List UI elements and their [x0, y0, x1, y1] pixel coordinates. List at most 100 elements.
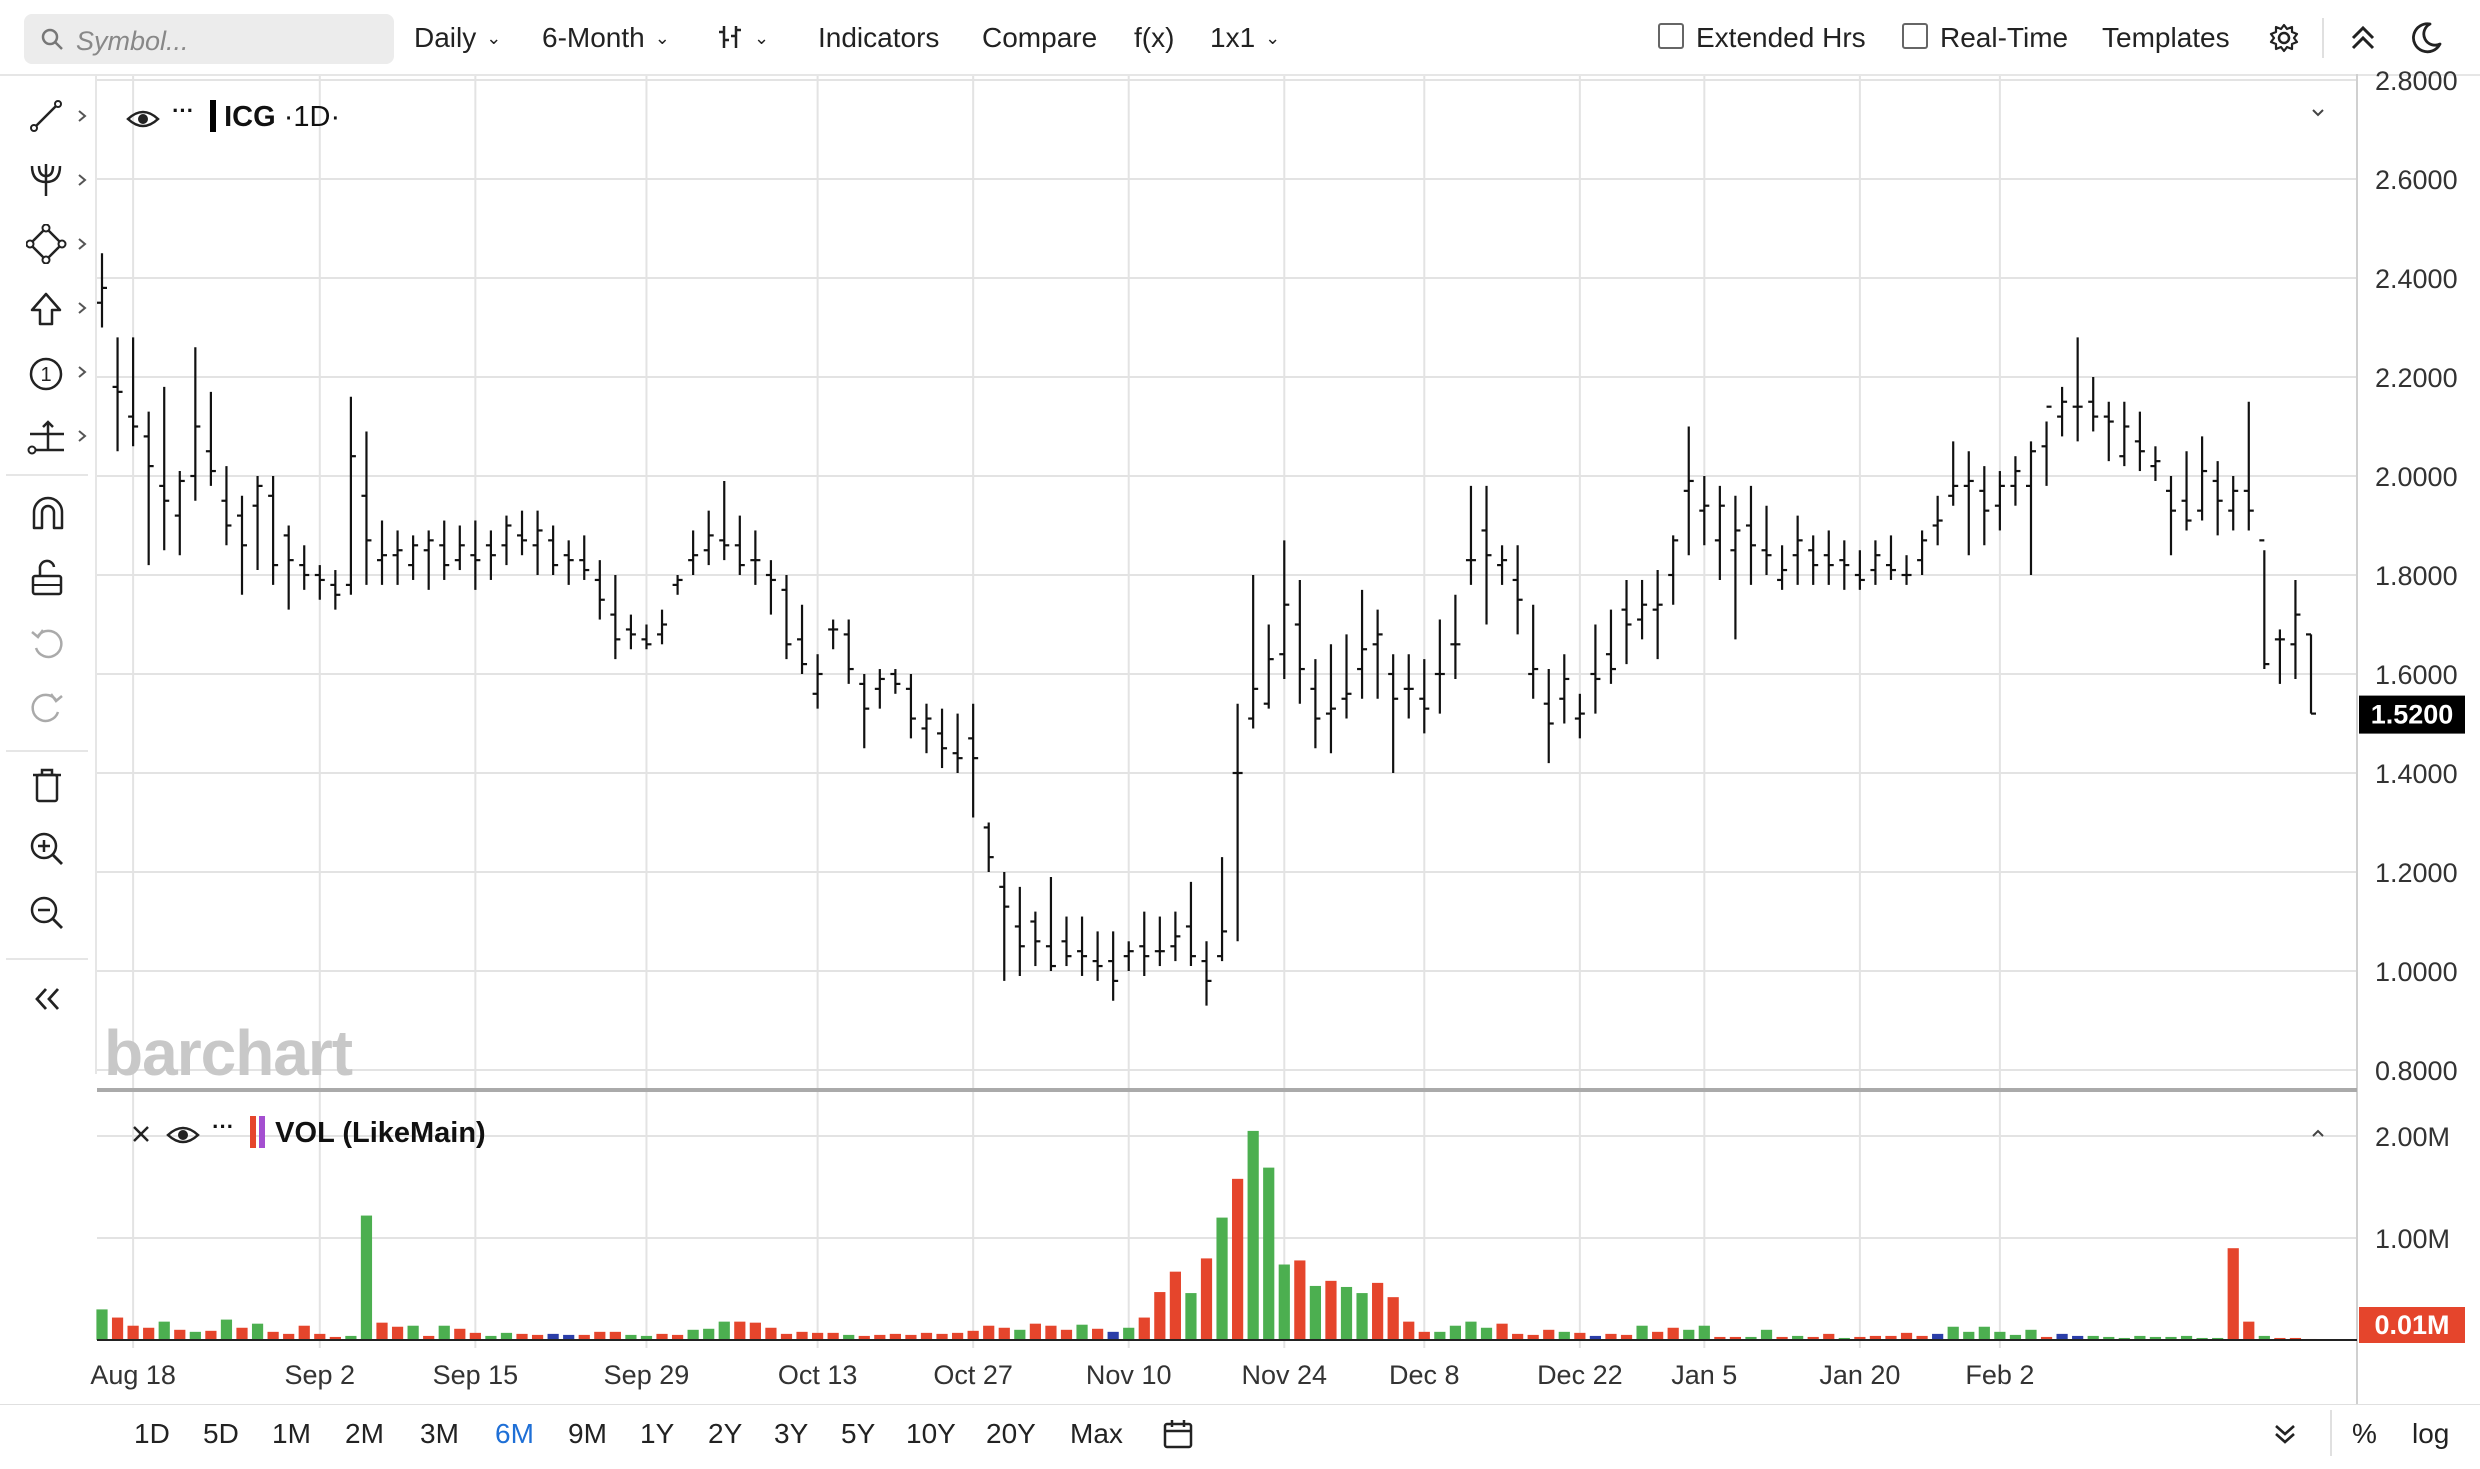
layout-dropdown[interactable]: 1x1 ⌄: [1210, 22, 1280, 54]
legend-menu-icon[interactable]: ···: [172, 98, 195, 123]
chevron-right-icon[interactable]: [76, 108, 88, 124]
range-button-2y[interactable]: 2Y: [708, 1418, 743, 1449]
real-time-label[interactable]: Real-Time: [1940, 22, 2069, 53]
volume-bar: [2180, 1335, 2193, 1340]
range-button-1d[interactable]: 1D: [134, 1418, 170, 1449]
interval-dropdown[interactable]: Daily ⌄: [414, 22, 501, 54]
price-tick-label: 0.8000: [2375, 1056, 2458, 1086]
log-scale-button[interactable]: log: [2412, 1418, 2450, 1449]
range-button-10y[interactable]: 10Y: [906, 1418, 956, 1449]
ohlc-bar: [2181, 451, 2192, 531]
ohlc-bar: [750, 530, 761, 585]
range-button-1y[interactable]: 1Y: [640, 1418, 675, 1449]
indicators-button[interactable]: Indicators: [818, 22, 940, 53]
ohlc-bar: [1372, 609, 1383, 699]
volume-bar: [1714, 1336, 1726, 1340]
extended-hrs-label[interactable]: Extended Hrs: [1696, 22, 1866, 53]
time-tick-label: Sep 2: [285, 1360, 356, 1390]
volume-bar: [1076, 1324, 1088, 1340]
eye-icon[interactable]: [166, 1124, 200, 1146]
range-button-5y[interactable]: 5Y: [841, 1418, 876, 1449]
time-tick-label: Dec 8: [1389, 1360, 1460, 1390]
ohlc-bar: [2274, 629, 2285, 684]
range-button-3y[interactable]: 3Y: [774, 1418, 809, 1449]
ohlc-bar: [97, 253, 107, 328]
chevron-right-icon[interactable]: [76, 172, 88, 188]
zoom-out-icon[interactable]: [28, 894, 68, 934]
number-marker-tool-icon[interactable]: 1: [28, 354, 68, 394]
volume-bar: [671, 1334, 684, 1340]
volume-bar: [1558, 1331, 1570, 1340]
ohlc-bar: [2041, 405, 2052, 486]
measure-tool-icon[interactable]: [26, 418, 70, 458]
symbol-search-input[interactable]: Symbol...: [24, 14, 394, 64]
chevron-down-icon: ⌄: [754, 28, 770, 48]
volume-bar: [391, 1326, 404, 1340]
undo-icon[interactable]: [28, 624, 68, 664]
volume-bar: [1932, 1333, 1944, 1340]
extended-hrs-checkbox[interactable]: [1658, 23, 1684, 49]
double-chevron-down-icon[interactable]: [2272, 1420, 2298, 1448]
time-tick-label: Sep 29: [604, 1360, 690, 1390]
chevron-up-icon[interactable]: [2310, 1126, 2326, 1140]
chart-type-dropdown[interactable]: ⌄: [716, 22, 769, 54]
percent-scale-button[interactable]: %: [2352, 1418, 2377, 1449]
svg-text:1: 1: [40, 364, 51, 386]
legend-menu-icon[interactable]: ···: [212, 1114, 235, 1139]
ohlc-bar: [1185, 881, 1196, 967]
templates-button[interactable]: Templates: [2102, 22, 2230, 53]
range-button-2m[interactable]: 2M: [345, 1418, 384, 1449]
chevron-down-icon[interactable]: [2310, 106, 2326, 120]
zoom-in-icon[interactable]: [28, 830, 68, 870]
dark-mode-moon-icon[interactable]: [2408, 20, 2444, 56]
ohlc-bar: [2259, 539, 2270, 670]
range-button-20y[interactable]: 20Y: [986, 1418, 1036, 1449]
chevron-right-icon[interactable]: [76, 364, 88, 380]
collapse-sidebar-icon[interactable]: [30, 984, 66, 1014]
compare-button[interactable]: Compare: [982, 22, 1098, 53]
eye-icon[interactable]: [126, 108, 160, 130]
collapse-up-icon[interactable]: [2348, 22, 2378, 54]
chevron-right-icon[interactable]: [76, 428, 88, 444]
volume-bar: [625, 1334, 637, 1340]
ohlc-bar: [1948, 441, 1959, 506]
range-button-3m[interactable]: 3M: [420, 1418, 459, 1449]
pitchfork-tool-icon[interactable]: [28, 160, 68, 200]
volume-bar: [1356, 1293, 1368, 1340]
ohlc-bar: [937, 708, 948, 769]
volume-bar: [423, 1335, 435, 1340]
gear-icon[interactable]: [2268, 22, 2300, 54]
volume-bar: [1449, 1325, 1462, 1340]
trend-line-tool-icon[interactable]: [28, 98, 68, 134]
real-time-checkbox[interactable]: [1902, 23, 1928, 49]
arrow-up-tool-icon[interactable]: [28, 290, 68, 330]
period-dropdown[interactable]: 6-Month ⌄: [542, 22, 670, 54]
ohlc-bar: [2025, 441, 2036, 575]
range-button-5d[interactable]: 5D: [203, 1418, 239, 1449]
magnet-icon[interactable]: [28, 494, 68, 534]
calendar-icon[interactable]: [1162, 1418, 1194, 1450]
chevron-right-icon[interactable]: [76, 236, 88, 252]
trash-icon[interactable]: [28, 766, 68, 806]
chevron-right-icon[interactable]: [76, 300, 88, 316]
volume-bar: [905, 1334, 917, 1340]
range-button-9m[interactable]: 9M: [568, 1418, 607, 1449]
volume-bar: [500, 1332, 513, 1340]
volume-bar: [1683, 1329, 1695, 1340]
range-button-max[interactable]: Max: [1070, 1418, 1123, 1449]
volume-color-swatch: [259, 1116, 266, 1148]
price-tick-label: 1.2000: [2375, 858, 2458, 888]
unlock-icon[interactable]: [28, 558, 68, 598]
redo-icon[interactable]: [28, 688, 68, 728]
price-chart[interactable]: 0.8000 1.0000 1.2000 1.4000 1.6000 1.8000 2.00…: [0, 0, 2480, 1405]
fx-button[interactable]: f(x): [1134, 22, 1175, 53]
range-button-6m[interactable]: 6M: [495, 1418, 534, 1449]
volume-bar: [2243, 1321, 2255, 1340]
volume-bar: [656, 1333, 668, 1340]
close-icon[interactable]: [130, 1123, 152, 1145]
volume-bar: [376, 1322, 388, 1340]
shapes-tool-icon[interactable]: [26, 224, 68, 264]
range-button-1m[interactable]: 1M: [272, 1418, 311, 1449]
drawing-tools-sidebar: 1: [0, 74, 97, 1074]
volume-bar: [765, 1327, 777, 1340]
